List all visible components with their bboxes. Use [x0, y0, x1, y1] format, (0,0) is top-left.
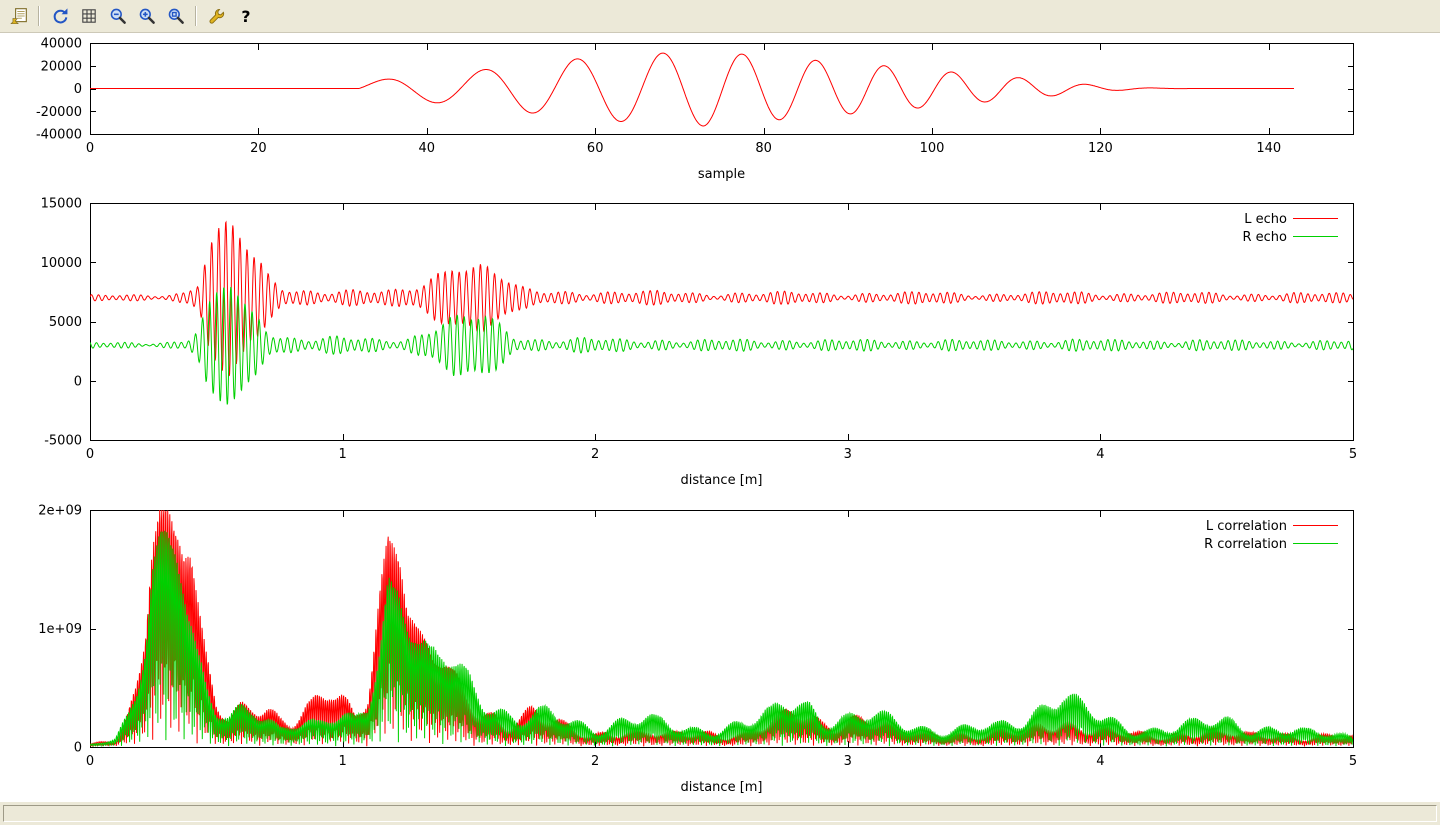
correlation-chart[interactable]: 0 1 2 3 4 5 0 1e+09 2e+09 distance [m] L correlati…: [0, 495, 1440, 801]
y-tick-label: 2e+09: [38, 504, 82, 519]
plot-frame: [90, 203, 1354, 441]
y-tick-label: 40000: [41, 37, 82, 52]
x-tick-label: 3: [844, 447, 852, 462]
replot-button[interactable]: [46, 3, 73, 29]
x-tick-label: 5: [1349, 754, 1357, 769]
x-tick-label: 4: [1096, 447, 1104, 462]
grid-button[interactable]: [75, 3, 102, 29]
series-r-correlation: [90, 530, 1353, 747]
configure-button[interactable]: [203, 3, 230, 29]
x-tick-label: 2: [591, 447, 599, 462]
grid-icon: [81, 9, 96, 23]
status-text: [3, 805, 1437, 822]
legend-label: R echo: [1242, 230, 1287, 245]
y-tick-label: -20000: [36, 105, 82, 120]
help-icon: ?: [241, 7, 250, 25]
x-tick-label: 40: [419, 141, 436, 156]
x-tick-label: 60: [587, 141, 604, 156]
autoscale-icon: [168, 8, 184, 24]
x-tick-label: 4: [1096, 754, 1104, 769]
x-tick-label: 1: [338, 754, 346, 769]
status-bar: [0, 801, 1440, 825]
autoscale-button[interactable]: [162, 3, 189, 29]
x-tick-label: 80: [755, 141, 772, 156]
y-tick-label: 0: [74, 374, 82, 389]
y-tick-label: 0: [74, 82, 82, 97]
plot-frame: [90, 510, 1354, 748]
y-tick-label: 0: [74, 741, 82, 756]
plot-canvas: 0 20 40 60 80 100 120 140 -40000 -20000 0 20000 4000…: [0, 33, 1440, 801]
x-tick-label: 100: [920, 141, 945, 156]
x-tick-label: 5: [1349, 447, 1357, 462]
echo-chart[interactable]: 0 1 2 3 4 5 -5000 0 5000 10000 15000 distance [m] L …: [0, 189, 1440, 495]
y-tick-label: -40000: [36, 128, 82, 143]
x-tick-label: 0: [86, 141, 94, 156]
y-tick-label: -5000: [44, 434, 82, 449]
series-l-correlation: [90, 510, 1353, 747]
export-to-clipboard-button[interactable]: [5, 3, 32, 29]
zoom-previous-button[interactable]: [104, 3, 131, 29]
toolbar-separator: [195, 6, 197, 26]
zoom-previous-icon: [110, 8, 126, 24]
replot-icon: [53, 8, 67, 24]
wrench-icon: [209, 9, 224, 24]
help-glyph: ?: [241, 7, 250, 25]
waveform-chart[interactable]: 0 20 40 60 80 100 120 140 -40000 -20000 0 20000 4000…: [0, 33, 1440, 189]
y-tick-label: 20000: [41, 59, 82, 74]
series-r-echo: [90, 286, 1353, 405]
series-l-echo: [90, 220, 1353, 377]
x-tick-label: 20: [250, 141, 267, 156]
x-tick-label: 3: [844, 754, 852, 769]
y-tick-label: 10000: [41, 256, 82, 271]
y-tick-label: 5000: [49, 315, 82, 330]
help-button[interactable]: ?: [232, 3, 259, 29]
series-signal: [90, 52, 1294, 127]
x-axis-label: distance [m]: [680, 473, 762, 488]
y-tick-label: 15000: [41, 197, 82, 212]
zoom-next-icon: [139, 8, 155, 24]
export-icon: [9, 8, 27, 24]
toolbar-separator: [38, 6, 40, 26]
x-tick-label: 140: [1256, 141, 1281, 156]
legend-label: R correlation: [1204, 537, 1287, 552]
legend-label: L echo: [1244, 212, 1287, 227]
x-tick-label: 2: [591, 754, 599, 769]
x-axis-label: distance [m]: [680, 780, 762, 795]
legend-label: L correlation: [1206, 519, 1287, 534]
zoom-next-button[interactable]: [133, 3, 160, 29]
x-tick-label: 0: [86, 447, 94, 462]
x-tick-label: 120: [1088, 141, 1113, 156]
toolbar: ?: [0, 0, 1440, 33]
y-tick-label: 1e+09: [38, 622, 82, 637]
x-tick-label: 1: [338, 447, 346, 462]
x-tick-label: 0: [86, 754, 94, 769]
x-axis-label: sample: [698, 167, 745, 182]
